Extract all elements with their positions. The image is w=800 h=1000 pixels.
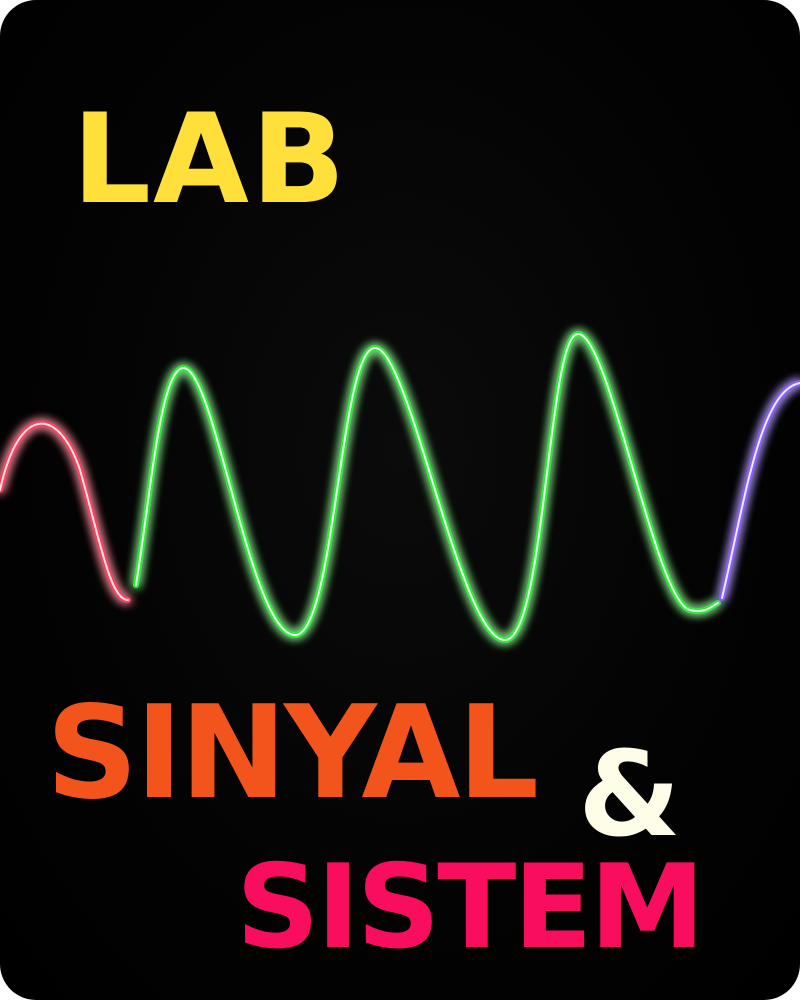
wave-segment-red — [0, 420, 131, 603]
title-ampersand: & — [578, 725, 681, 863]
wave-segment-violet — [719, 380, 800, 601]
title-sistem: SISTEM — [236, 840, 705, 975]
wave-segment-green — [133, 330, 721, 644]
title-sinyal: SINYAL — [46, 679, 539, 828]
title-lab: LAB — [72, 88, 348, 232]
